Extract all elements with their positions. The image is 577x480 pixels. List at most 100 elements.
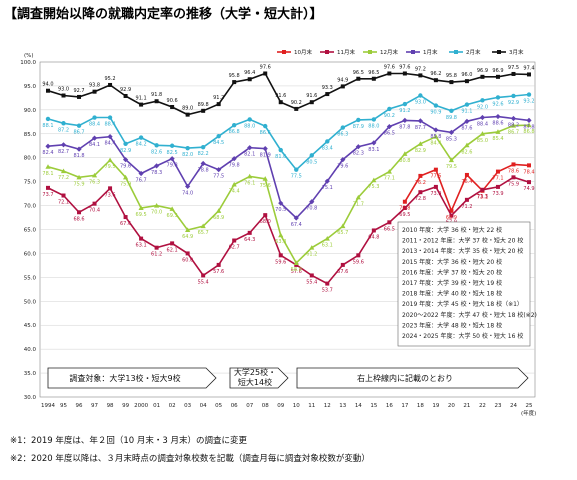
point-marker xyxy=(185,227,191,232)
point-marker xyxy=(278,232,284,238)
data-label: 79.8 xyxy=(229,163,240,169)
point-marker xyxy=(402,117,408,123)
point-marker xyxy=(45,143,51,149)
data-label: 96.2 xyxy=(430,71,441,77)
data-label: 67.4 xyxy=(291,222,302,228)
data-label: 82.4 xyxy=(42,150,53,156)
data-label: 82.9 xyxy=(415,148,426,154)
data-label: 75.6 xyxy=(260,183,271,189)
point-marker xyxy=(170,104,175,109)
point-marker xyxy=(247,230,252,235)
data-label: 81.9 xyxy=(260,153,271,159)
data-label: 66.5 xyxy=(384,226,395,232)
point-marker xyxy=(262,146,268,152)
data-label: 72.1 xyxy=(58,200,69,206)
data-label: 59.6 xyxy=(275,259,286,265)
point-marker xyxy=(278,253,283,258)
point-marker xyxy=(46,185,50,190)
data-label: 82.9 xyxy=(120,148,131,154)
data-label: 84.2 xyxy=(136,142,147,148)
point-marker xyxy=(154,245,159,250)
point-marker xyxy=(108,186,113,191)
survey-arrows: 調査対象：大学13校・短大9校 大学25校・短大14校 右上枠線内に記載のとおり xyxy=(47,367,529,389)
data-label: 74.0 xyxy=(182,190,193,196)
x-tick-label: 01 xyxy=(153,403,160,409)
point-marker xyxy=(464,142,470,148)
data-label: 89.8 xyxy=(446,115,457,121)
point-marker xyxy=(418,73,423,78)
point-marker xyxy=(356,117,361,123)
point-marker xyxy=(77,210,82,215)
point-marker xyxy=(231,181,237,187)
point-marker xyxy=(309,245,315,250)
point-marker xyxy=(185,251,190,256)
data-label: 63.8 xyxy=(275,239,286,245)
info-line: 2020～2022 年度：大学 47 校・短大 18 校(※2) xyxy=(402,311,537,319)
data-label: 89.0 xyxy=(182,106,193,112)
point-marker xyxy=(511,175,516,180)
data-label: 61.2 xyxy=(151,252,162,258)
point-marker xyxy=(355,194,361,200)
series-line-p2 xyxy=(47,93,530,171)
legend-label: 10月末 xyxy=(294,48,312,56)
data-label: 77.1 xyxy=(492,176,503,182)
info-line: 2019 年度：大学 45 校・短大 18 校（※1） xyxy=(402,300,523,308)
data-label: 82.6 xyxy=(151,149,162,155)
point-marker xyxy=(371,76,376,81)
y-tick-label: 60.0 xyxy=(24,251,37,257)
x-axis-unit: (年度) xyxy=(521,409,536,417)
data-label: 70.5 xyxy=(275,207,286,213)
point-marker xyxy=(386,124,392,130)
point-marker xyxy=(449,108,454,114)
data-label: 84.4 xyxy=(430,141,441,147)
point-marker xyxy=(340,223,346,229)
info-line: 2017 年度：大学 39 校・短大 19 校 xyxy=(402,279,502,287)
legend-marker xyxy=(282,50,286,54)
x-tick-label: 02 xyxy=(169,403,176,409)
point-marker xyxy=(138,205,144,210)
data-label: 93.0 xyxy=(58,87,69,93)
data-label: 78.3 xyxy=(151,170,162,176)
data-label: 75.9 xyxy=(73,181,84,187)
point-marker xyxy=(402,71,407,76)
footnote-2: ※2：2020 年度以降は、３月末時点の調査対象校数を記載（調査月毎に調査対象校… xyxy=(10,454,370,464)
data-label: 97.6 xyxy=(260,64,271,70)
data-label: 96.0 xyxy=(461,72,472,78)
data-label: 74.4 xyxy=(229,189,240,195)
point-marker xyxy=(464,79,469,84)
point-marker xyxy=(511,162,516,167)
point-marker xyxy=(309,153,314,158)
data-label: 73.6 xyxy=(104,192,115,198)
point-marker xyxy=(433,127,439,133)
data-label: 87.7 xyxy=(415,125,426,131)
point-marker xyxy=(76,146,82,152)
data-label: 93.8 xyxy=(89,83,100,89)
point-marker xyxy=(386,168,392,174)
point-marker xyxy=(278,100,283,105)
data-label: 79.6 xyxy=(337,164,348,170)
data-label: 86.3 xyxy=(337,132,348,138)
legend-label: 11月末 xyxy=(337,48,355,56)
point-marker xyxy=(356,76,361,81)
point-marker xyxy=(309,100,314,105)
data-label: 77.5 xyxy=(430,174,441,180)
x-tick-label: 06 xyxy=(231,403,238,409)
arrow-label-2a: 大学25校・ xyxy=(234,367,276,377)
data-label: 82.0 xyxy=(182,152,193,158)
point-marker xyxy=(526,92,532,97)
data-label: 70.8 xyxy=(399,206,410,212)
point-marker xyxy=(340,262,345,267)
chart-legend: 10月末 11月末 12月末 1月末 2月末 3月末 xyxy=(277,48,524,56)
data-label: 91.1 xyxy=(136,96,147,102)
page-title: 【調査開始以降の就職内定率の推移（大学・短大計）】 xyxy=(4,7,323,22)
data-label: 81.6 xyxy=(275,154,286,160)
point-marker xyxy=(387,106,392,112)
data-label: 80.8 xyxy=(399,158,410,164)
point-marker xyxy=(154,163,160,169)
point-marker xyxy=(216,102,221,107)
point-marker xyxy=(122,174,129,180)
info-line: 2018 年度：大学 40 校・短大 18 校 xyxy=(402,290,502,298)
arrow-period-3 xyxy=(296,367,529,389)
data-label: 92.6 xyxy=(492,101,503,107)
point-marker xyxy=(92,201,97,206)
